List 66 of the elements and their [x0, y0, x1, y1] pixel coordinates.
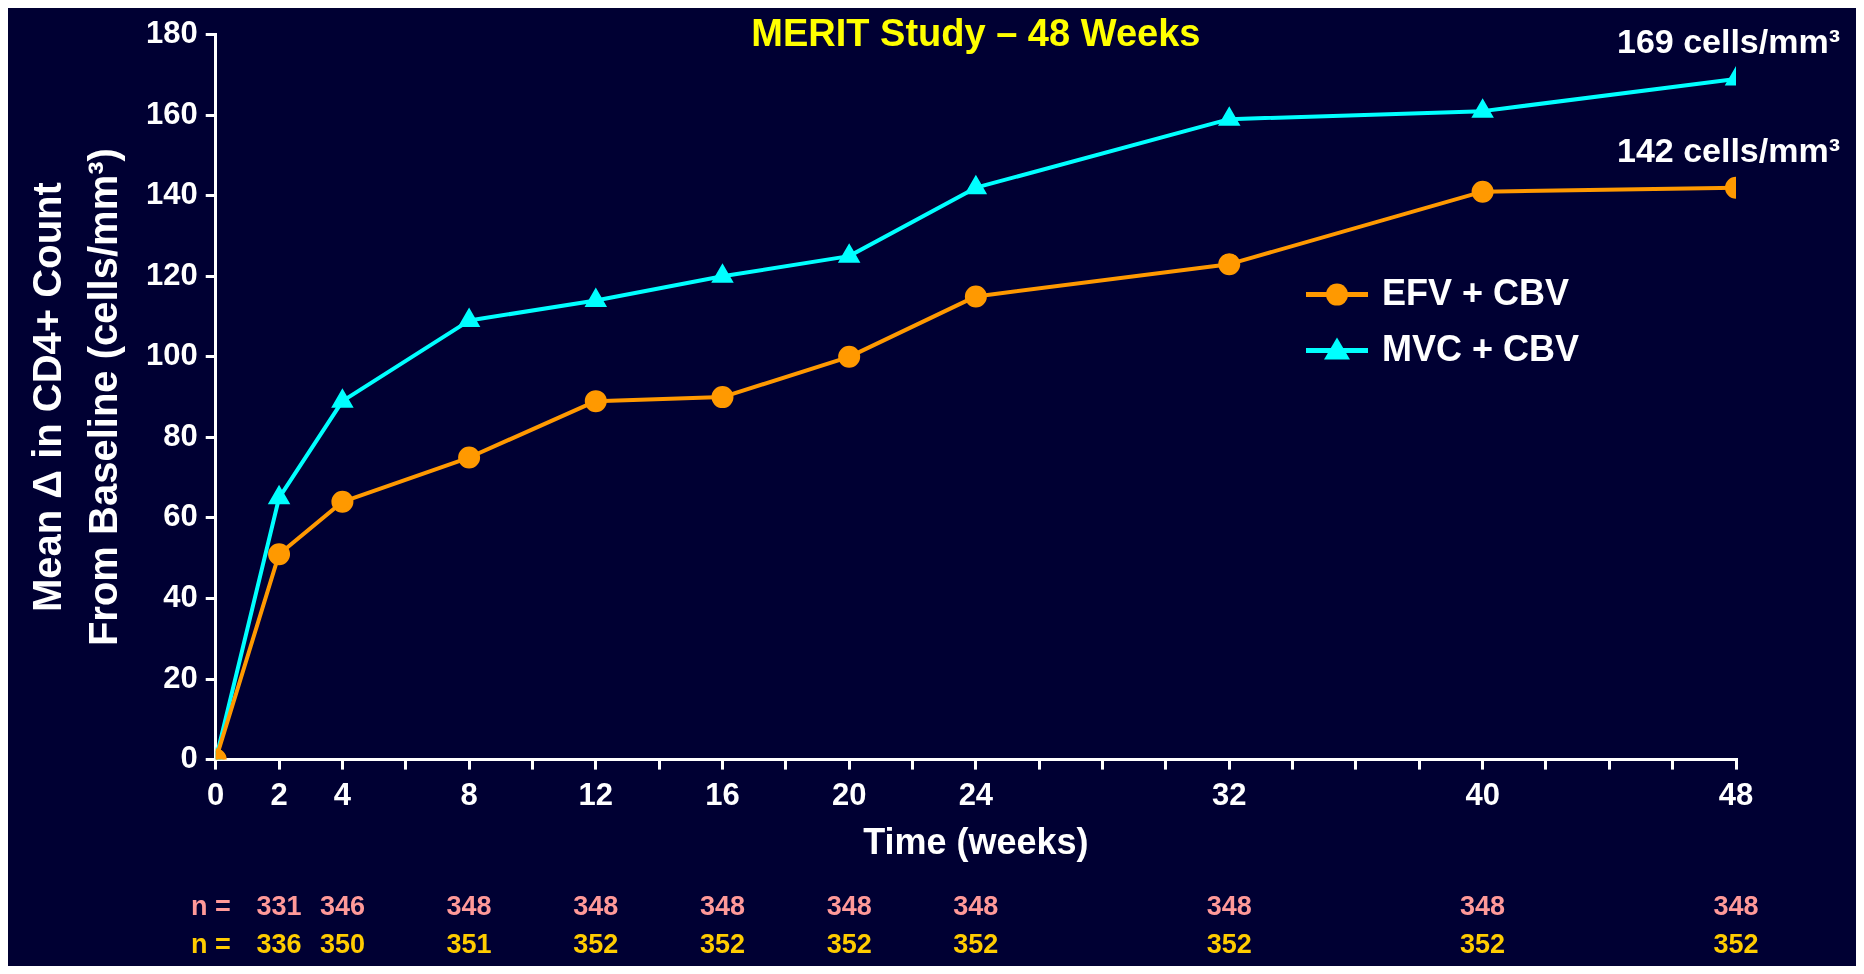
text: n = [191, 891, 231, 922]
x-tick-label: 32 [1212, 776, 1247, 812]
text: 352 [826, 929, 872, 960]
point [1472, 100, 1493, 118]
text: 348 [1713, 891, 1759, 922]
y-axis-title: Mean Δ in CD4+ Count From Baseline (cells/mm³) [25, 148, 126, 647]
text: 331 [256, 891, 302, 922]
annotation: 169 cells/mm³ [1616, 22, 1840, 61]
point [838, 345, 861, 368]
point [1471, 180, 1494, 203]
text: 348 [573, 891, 619, 922]
text: 336 [256, 929, 302, 960]
text: n = [191, 929, 231, 960]
y-tick-label: 60 [163, 498, 198, 534]
point [586, 289, 606, 307]
point [711, 386, 734, 409]
legend-label: MVC + CBV [1382, 327, 1580, 369]
text: 352 [573, 929, 619, 960]
point [332, 390, 353, 408]
text: 352 [699, 929, 746, 960]
text: 350 [319, 929, 365, 960]
text: 352 [1460, 929, 1506, 960]
text: 348 [1460, 891, 1506, 922]
y-tick-label: 40 [163, 579, 198, 615]
x-tick-label: 0 [207, 776, 225, 812]
y-tick-label: 120 [145, 256, 198, 292]
x-tick-label: 12 [578, 776, 614, 812]
x-tick-label: 8 [460, 776, 478, 812]
point [268, 543, 291, 566]
point [1218, 253, 1241, 276]
y-tick-label: 80 [163, 417, 198, 453]
text: 348 [446, 891, 492, 922]
point [331, 490, 354, 513]
point [1219, 108, 1240, 126]
x-tick-label: 20 [831, 776, 867, 812]
text: 352 [953, 929, 999, 960]
point [712, 265, 733, 283]
y-tick-label: 0 [180, 740, 198, 776]
x-tick-label: 24 [958, 776, 994, 812]
legend-label: EFV + CBV [1382, 271, 1570, 313]
text: 348 [953, 891, 999, 922]
x-tick-label: 4 [333, 776, 352, 812]
x-tick-label: 48 [1718, 776, 1754, 812]
point [966, 174, 987, 195]
text: 352 [1713, 929, 1759, 960]
point [584, 390, 607, 413]
text: 352 [1206, 929, 1252, 960]
point [458, 446, 481, 469]
x-tick-label: 40 [1465, 776, 1500, 812]
point [964, 285, 987, 308]
x-tick-label: 2 [270, 776, 288, 812]
y-tick-label: 100 [145, 337, 198, 373]
text: 351 [446, 929, 492, 960]
y-tick-label: 160 [145, 95, 198, 131]
y-tick-label: 140 [145, 176, 198, 212]
x-axis-title: Time (weeks) [863, 821, 1089, 863]
y-tick-label: 180 [145, 15, 198, 51]
point [839, 245, 859, 263]
text: 348 [699, 891, 746, 922]
chart-title: MERIT Study – 48 Weeks [751, 12, 1201, 55]
x-tick-label: 16 [705, 776, 740, 812]
text: 348 [1206, 891, 1252, 922]
text: 348 [826, 891, 872, 922]
y-tick-label: 20 [163, 659, 198, 695]
annotation: 142 cells/mm³ [1616, 131, 1840, 170]
text: 346 [319, 891, 365, 922]
